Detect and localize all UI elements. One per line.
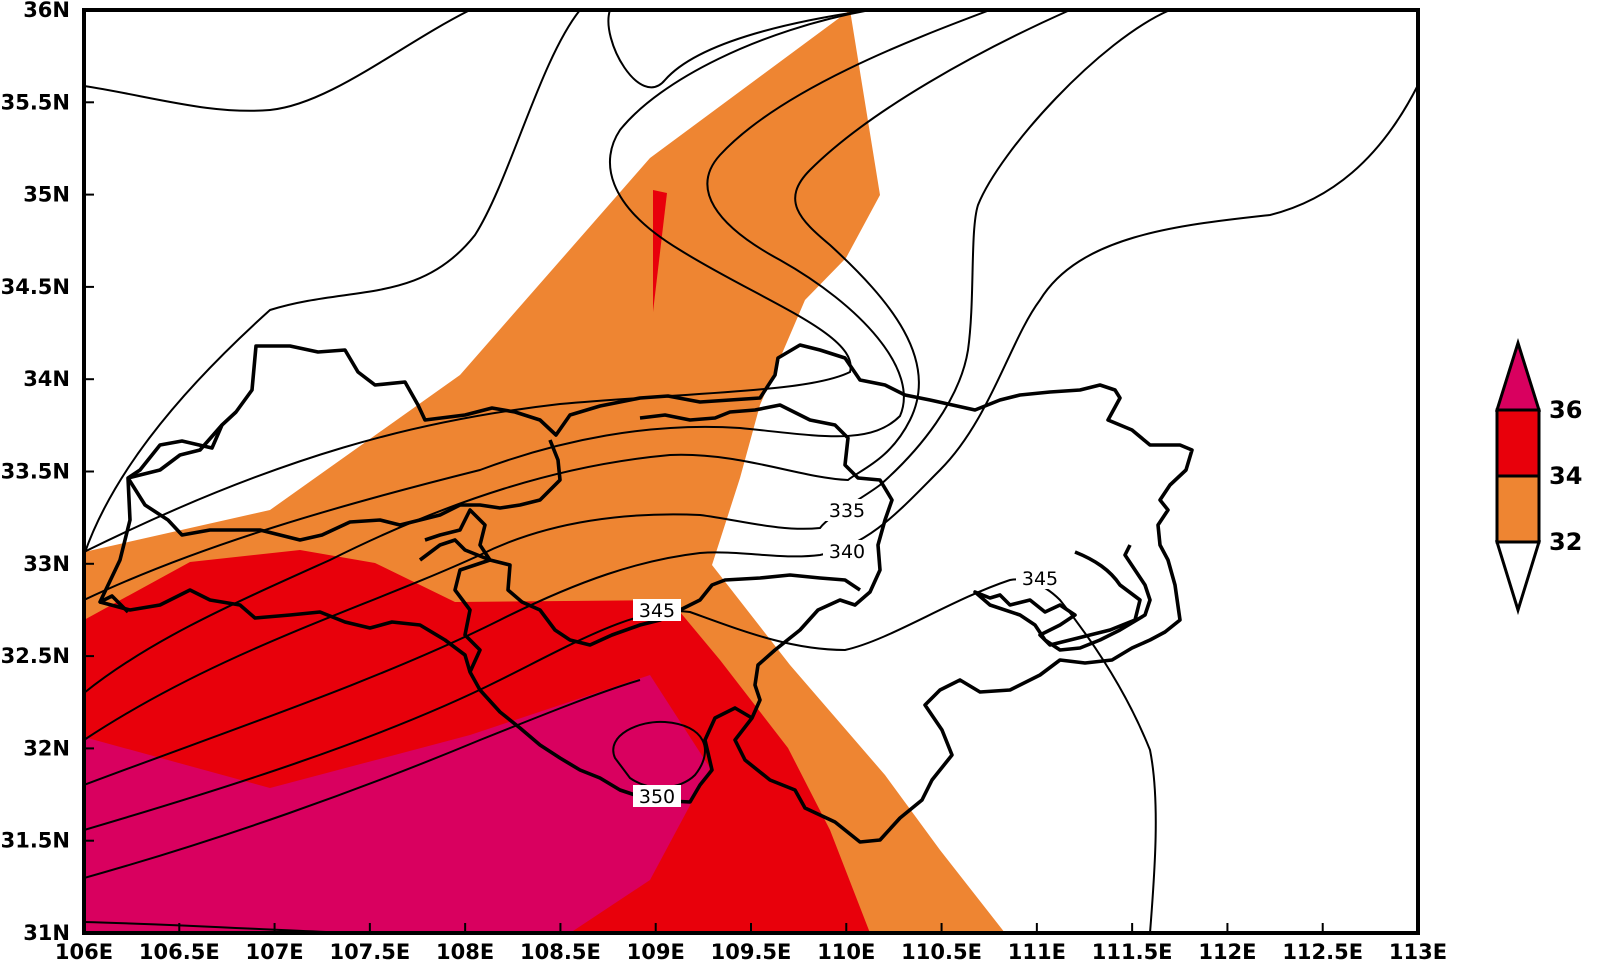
province-border [98,343,1194,844]
x-axis-tick-label: 111E [1008,940,1066,963]
legend-label-34: 34 [1549,462,1582,490]
contour-line [84,10,471,112]
river-network [973,544,1152,652]
province-border [99,588,753,804]
x-axis-tick-label: 113E [1389,940,1447,963]
contour-line [84,10,991,601]
x-axis-tick-label: 110E [817,940,875,963]
y-axis-tick-label: 32.5N [1,644,70,668]
plot-area [84,10,1418,933]
x-axis-tick-label: 106.5E [139,940,220,963]
y-axis-tick-label: 31.5N [1,829,70,853]
contour-label-340: 340 [829,541,865,563]
x-axis-tick-label: 109.5E [711,940,792,963]
contour-labels: 335 340 345 345 350 [633,499,1064,808]
legend-swatch-below-32 [1494,540,1542,616]
y-axis-tick-label: 36N [23,0,70,22]
contour-line [84,10,1171,741]
y-axis: 31N 31.5N 32N 32.5N 33N 33.5N 34N 34.5N 35N 35.5N… [1,0,94,945]
legend-label-36: 36 [1549,396,1582,424]
contour-label-bg [823,540,871,562]
x-axis-tick-label: 112E [1198,940,1256,963]
contour-label-bg [633,599,681,621]
contour-line [84,10,871,553]
x-axis-tick-label: 109E [627,940,685,963]
y-axis-tick-label: 34N [23,367,70,391]
x-axis-tick-label: 106E [55,940,113,963]
y-axis-tick-label: 32N [23,736,70,760]
x-axis-tick-label: 110.5E [901,940,982,963]
shade-34-36-sliver [653,190,667,312]
province-border [418,538,861,647]
x-axis-tick-label: 108E [436,940,494,963]
contour-line [84,578,1157,933]
contour-label-bg [823,499,871,521]
province-border [127,423,224,480]
shading-layer [84,10,1005,933]
contour-label-335: 335 [829,500,865,522]
legend-label-32: 32 [1549,528,1582,556]
contour-line [84,84,1418,786]
legend-swatch-above-36 [1494,337,1542,412]
contour-label-350: 350 [639,786,675,808]
contour-label-bg [633,785,681,807]
y-axis-tick-label: 34.5N [1,275,70,299]
contour-line [607,10,871,89]
y-axis-tick-label: 33.5N [1,460,70,484]
x-axis-tick-label: 107E [245,940,303,963]
legend-colorbar: 36 34 32 [1494,337,1582,616]
x-axis-tick-label: 108.5E [520,940,601,963]
y-axis-tick-label: 35.5N [1,90,70,114]
x-axis-tick-label: 107.5E [329,940,410,963]
province-border [453,558,491,673]
x-axis: 106E 106.5E 107E 107.5E 108E 108.5E 109E 109.5E… [55,923,1447,963]
province-border [424,508,492,561]
legend-swatch-32-34 [1495,474,1541,544]
y-axis-tick-label: 35N [23,183,70,207]
legend-swatch-34-36 [1495,408,1541,478]
contour-label-bg [1016,567,1064,589]
province-border [126,439,562,542]
y-axis-tick-label: 31N [23,921,70,945]
contour-line [84,679,641,879]
boundary-layer [98,343,1194,844]
contour-label-345-east: 345 [1022,568,1058,590]
shade-above-36 [84,675,710,933]
x-axis-tick-label: 112.5E [1282,940,1363,963]
contour-line [84,10,581,556]
x-axis-tick-label: 111.5E [1092,940,1173,963]
y-axis-tick-label: 33N [23,552,70,576]
contour-label-345: 345 [639,600,675,622]
contour-line [84,10,1071,694]
